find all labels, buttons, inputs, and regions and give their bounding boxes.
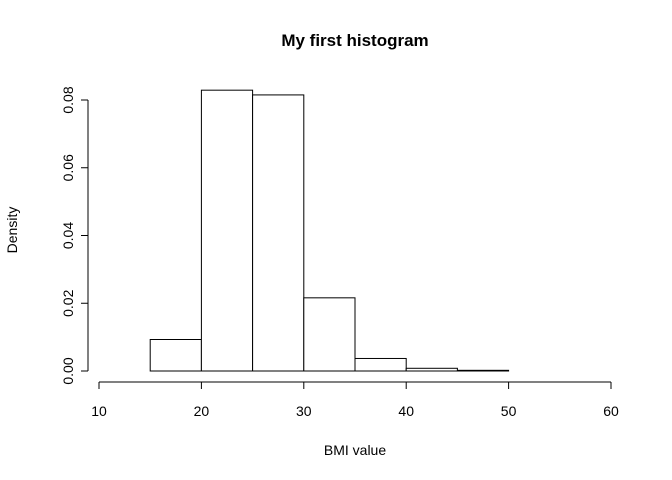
y-tick-label: 0.02 [60,289,76,316]
y-tick-label: 0.06 [60,154,76,181]
histogram-bars [149,89,510,372]
chart-title: My first histogram [281,31,428,50]
x-tick-label: 10 [91,403,107,419]
histogram-bar [303,297,356,372]
histogram-bar [149,339,202,372]
histogram-bar [405,367,458,372]
histogram-bar [200,89,254,372]
y-tick-label: 0.04 [60,222,76,249]
histogram-bar [354,357,407,372]
x-tick-label: 20 [194,403,210,419]
x-tick-label: 60 [603,403,619,419]
histogram-bar [252,94,305,372]
y-tick-label: 0.08 [60,86,76,113]
x-axis: 10 20 30 40 50 60 [91,381,619,419]
histogram-bar [456,369,510,372]
x-tick-label: 30 [296,403,312,419]
x-axis-title: BMI value [324,442,386,458]
y-axis: 0.00 0.02 0.04 0.06 0.08 [60,86,89,385]
y-axis-title: Density [4,207,20,254]
x-tick-label: 50 [501,403,517,419]
y-tick-label: 0.00 [60,357,76,384]
x-tick-label: 40 [398,403,414,419]
